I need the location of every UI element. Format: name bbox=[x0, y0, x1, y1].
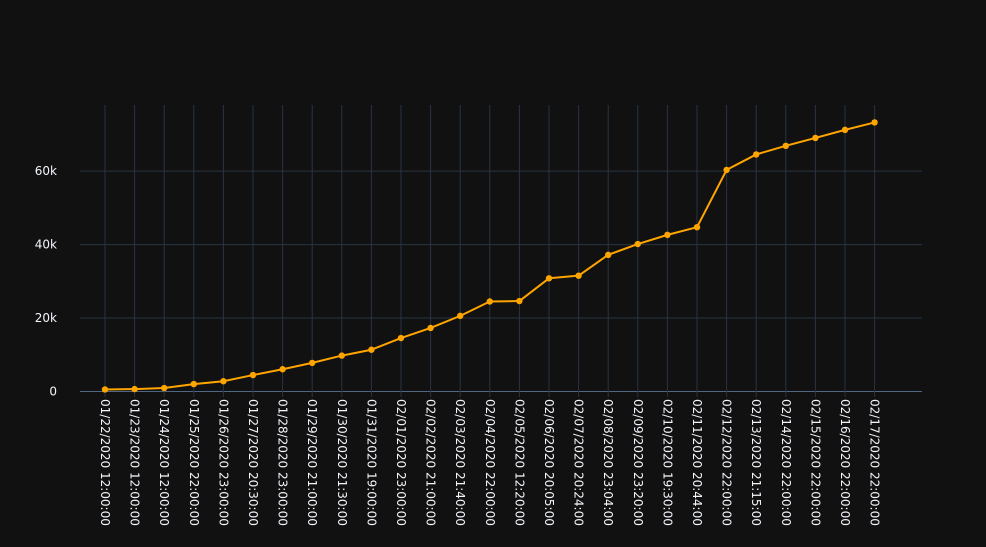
x-tick-label: 01/22/2020 12:00:00 bbox=[98, 399, 112, 526]
x-axis-ticks: 01/22/2020 12:00:00 01/23/2020 12:00:00 01… bbox=[98, 399, 882, 526]
x-tick-label: 01/24/2020 12:00:00 bbox=[157, 399, 171, 526]
x-tick-label: 01/27/2020 20:30:00 bbox=[246, 399, 260, 526]
x-tick-label: 01/25/2020 22:00:00 bbox=[187, 399, 201, 526]
y-tick-label: 0 bbox=[49, 384, 57, 398]
data-point[interactable] bbox=[457, 312, 464, 320]
x-gridlines bbox=[104, 105, 876, 397]
data-point[interactable] bbox=[486, 298, 493, 305]
data-point[interactable] bbox=[427, 324, 434, 332]
data-point[interactable] bbox=[161, 384, 168, 392]
data-point[interactable] bbox=[871, 119, 878, 126]
data-point[interactable] bbox=[190, 380, 197, 388]
x-tick-label: 02/14/2020 22:00:00 bbox=[779, 399, 793, 526]
x-tick-label: 02/10/2020 19:30:00 bbox=[660, 399, 674, 526]
x-tick-label: 02/04/2020 22:00:00 bbox=[483, 399, 497, 526]
x-tick-label: 01/28/2020 23:00:00 bbox=[276, 399, 290, 526]
data-point[interactable] bbox=[131, 385, 138, 393]
data-point[interactable] bbox=[753, 151, 760, 158]
x-tick-label: 01/30/2020 21:30:00 bbox=[335, 399, 349, 526]
data-point[interactable] bbox=[101, 386, 109, 393]
data-point[interactable] bbox=[279, 366, 286, 373]
y-tick-label: 20k bbox=[35, 311, 57, 325]
y-gridlines bbox=[80, 170, 922, 392]
data-point[interactable] bbox=[516, 297, 523, 305]
data-point[interactable] bbox=[338, 352, 345, 359]
x-tick-label: 02/08/2020 23:04:00 bbox=[601, 399, 615, 526]
data-point[interactable] bbox=[782, 142, 789, 150]
data-point[interactable] bbox=[575, 272, 582, 279]
series-confirmed bbox=[101, 119, 878, 393]
data-point[interactable] bbox=[664, 231, 671, 239]
x-tick-label: 02/09/2020 23:20:00 bbox=[631, 399, 645, 526]
data-point[interactable] bbox=[397, 334, 405, 342]
x-tick-label: 02/16/2020 22:00:00 bbox=[838, 399, 852, 526]
data-point[interactable] bbox=[220, 378, 227, 385]
x-tick-label: 01/31/2020 19:00:00 bbox=[364, 399, 378, 526]
x-tick-label: 01/29/2020 21:00:00 bbox=[305, 399, 319, 526]
x-tick-label: 02/13/2020 21:15:00 bbox=[749, 399, 763, 526]
data-point[interactable] bbox=[693, 223, 701, 231]
data-point[interactable] bbox=[249, 371, 257, 379]
x-tick-label: 01/26/2020 23:00:00 bbox=[216, 399, 230, 526]
data-point[interactable] bbox=[545, 275, 553, 282]
data-point[interactable] bbox=[723, 166, 730, 174]
x-tick-label: 02/02/2020 21:00:00 bbox=[424, 399, 438, 526]
x-tick-label: 02/01/2020 23:00:00 bbox=[394, 399, 408, 526]
x-tick-label: 02/15/2020 22:00:00 bbox=[808, 399, 822, 526]
y-tick-label: 60k bbox=[35, 164, 57, 178]
x-tick-label: 02/03/2020 21:40:00 bbox=[453, 399, 467, 526]
data-point[interactable] bbox=[841, 126, 849, 134]
x-tick-label: 01/23/2020 12:00:00 bbox=[128, 399, 142, 526]
data-point[interactable] bbox=[634, 240, 641, 248]
x-tick-label: 02/12/2020 22:00:00 bbox=[720, 399, 734, 526]
data-point[interactable] bbox=[309, 359, 316, 367]
x-tick-label: 02/07/2020 20:24:00 bbox=[572, 399, 586, 526]
y-axis-ticks: 0 20k 40k 60k bbox=[35, 164, 57, 398]
x-tick-label: 02/05/2020 12:20:00 bbox=[512, 399, 526, 526]
x-tick-label: 02/17/2020 22:00:00 bbox=[868, 399, 882, 526]
y-tick-label: 40k bbox=[35, 238, 57, 252]
data-point[interactable] bbox=[605, 251, 612, 259]
x-tick-label: 02/11/2020 20:44:00 bbox=[690, 399, 704, 526]
data-point[interactable] bbox=[812, 134, 819, 142]
x-tick-label: 02/06/2020 20:05:00 bbox=[542, 399, 556, 526]
data-point[interactable] bbox=[368, 346, 375, 353]
